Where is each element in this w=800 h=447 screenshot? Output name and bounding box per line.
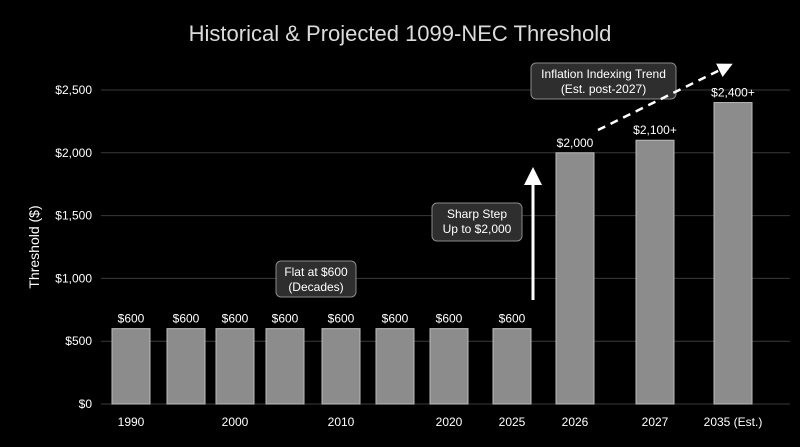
annotation-text: Flat at $600 — [284, 265, 348, 279]
x-tick-label: 2020 — [436, 415, 463, 429]
annotation-text: Sharp Step — [447, 207, 507, 221]
bar-value-label: $2,100+ — [633, 123, 677, 137]
x-tick-label: 2026 — [562, 415, 589, 429]
y-tick-label: $500 — [65, 334, 92, 348]
bar-value-label: $600 — [173, 312, 200, 326]
bar — [166, 328, 206, 405]
annotation-text: Up to $2,000 — [443, 222, 512, 236]
grid-layer: $0 $500 $1,000 $1,500 $2,000 $2,500 — [55, 83, 790, 411]
bar-layer — [111, 102, 753, 405]
x-tick-label: 1990 — [118, 415, 145, 429]
y-tick-label: $1,500 — [55, 209, 92, 223]
bar-value-label: $2,000 — [557, 136, 594, 150]
annotation-box — [275, 260, 357, 298]
annotation: Inflation Indexing Trend(Est. post-2027) — [530, 62, 677, 100]
bar — [713, 102, 753, 405]
x-tick-label: 2000 — [222, 415, 249, 429]
bar — [321, 328, 361, 405]
annotation-text: (Decades) — [288, 280, 343, 294]
y-tick-label: $0 — [79, 397, 93, 411]
bar — [375, 328, 415, 405]
y-tick-label: $2,500 — [55, 83, 92, 97]
annotation-box — [431, 202, 523, 242]
bar — [265, 328, 305, 405]
annotation-text: (Est. post-2027) — [561, 82, 646, 96]
bar-value-label: $600 — [272, 312, 299, 326]
annotation-text: Inflation Indexing Trend — [541, 67, 666, 81]
bar — [635, 139, 675, 405]
annotation: Flat at $600(Decades) — [275, 260, 357, 298]
y-axis-label: Threshold ($) — [26, 205, 42, 288]
label-layer: $600 1990 $600 $600 2000 $600 $600 2010 $600 $600… — [118, 86, 763, 429]
bar — [429, 328, 469, 405]
bar — [492, 328, 532, 405]
y-tick-label: $1,000 — [55, 271, 92, 285]
bar — [215, 328, 255, 405]
bar — [555, 152, 595, 405]
x-tick-label: 2025 — [499, 415, 526, 429]
x-tick-label: 2010 — [328, 415, 355, 429]
bar-value-label: $600 — [328, 312, 355, 326]
bar-value-label: $600 — [382, 312, 409, 326]
y-tick-label: $2,000 — [55, 146, 92, 160]
chart-title: Historical & Projected 1099-NEC Threshol… — [189, 21, 612, 46]
bar-value-label: $600 — [499, 312, 526, 326]
bar — [111, 328, 151, 405]
bar-value-label: $600 — [222, 312, 249, 326]
bar-value-label: $600 — [118, 312, 145, 326]
bar-value-label: $2,400+ — [711, 86, 755, 100]
x-tick-label: 2035 (Est.) — [704, 415, 763, 429]
x-tick-label: 2027 — [642, 415, 669, 429]
annotation-box — [530, 62, 677, 100]
bar-value-label: $600 — [436, 312, 463, 326]
trend-arrow — [597, 63, 733, 132]
